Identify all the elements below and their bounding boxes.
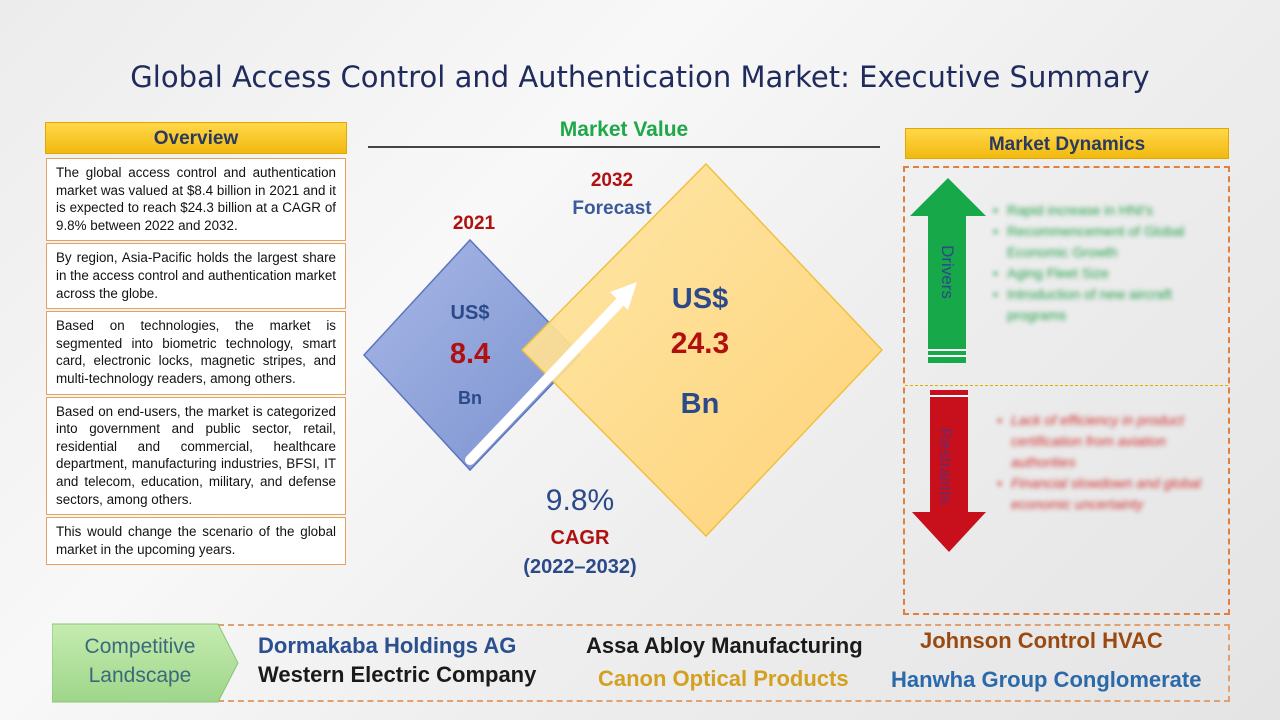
overview-list: The global access control and authentica… — [46, 158, 346, 567]
drivers-label: Drivers — [938, 245, 957, 299]
overview-item: This would change the scenario of the gl… — [46, 517, 346, 566]
market-value-diamonds — [362, 162, 884, 538]
restraints-list: Lack of efficiency in product certificat… — [997, 410, 1212, 515]
cagr-label: CAGR — [550, 527, 610, 549]
cl-label-line1: Competitive — [84, 635, 196, 658]
company-name: Canon Optical Products — [598, 666, 849, 691]
overview-item: By region, Asia-Pacific holds the larges… — [46, 243, 346, 310]
overview-item: Based on technologies, the market is seg… — [46, 311, 346, 395]
company-name: Hanwha Group Conglomerate — [891, 667, 1202, 692]
forecast-label: Forecast — [572, 198, 652, 219]
driver-item: Recommencement of Global Economic Growth — [993, 221, 1213, 263]
diamond-2032 — [520, 162, 884, 538]
page-title: Global Access Control and Authentication… — [130, 60, 1150, 94]
market-value-heading: Market Value — [559, 118, 689, 141]
driver-item: Rapid increase in HNI's — [993, 200, 1213, 221]
year-2021: 2021 — [452, 213, 496, 234]
driver-item: Aging Fleet Size — [993, 263, 1213, 284]
diamond-2021 — [362, 238, 582, 472]
company-name: Dormakaba Holdings AG — [258, 633, 517, 658]
competitive-landscape-tag — [52, 623, 239, 703]
company-name: Assa Abloy Manufacturing — [586, 633, 863, 658]
company-name: Johnson Control HVAC — [920, 628, 1163, 653]
cagr-period: (2022–2032) — [523, 556, 637, 578]
unit-2021: Bn — [458, 388, 482, 408]
restraint-item: Financial slowdown and global economic u… — [997, 473, 1212, 515]
cagr-value: 9.8% — [545, 484, 615, 517]
dynamics-divider — [905, 385, 1228, 386]
driver-item: Introduction of new aircraft programs — [993, 284, 1213, 326]
overview-heading: Overview — [45, 122, 347, 154]
overview-item: The global access control and authentica… — [46, 158, 346, 242]
currency-2032: US$ — [671, 283, 729, 315]
growth-arrow-shaft — [465, 295, 627, 465]
value-2032: 24.3 — [670, 327, 730, 360]
year-2032: 2032 — [590, 170, 634, 191]
company-name: Western Electric Company — [258, 662, 537, 687]
restraint-item: Lack of efficiency in product certificat… — [997, 410, 1212, 473]
market-value-divider — [368, 146, 880, 148]
currency-2021: US$ — [450, 302, 490, 324]
restraints-down-arrow-icon — [912, 390, 986, 552]
restraints-label: Restraints — [936, 427, 955, 505]
drivers-up-arrow-icon — [910, 178, 986, 363]
competitive-landscape-label: Competitive Landscape — [60, 632, 220, 690]
value-2021: 8.4 — [449, 338, 491, 370]
cl-label-line2: Landscape — [88, 664, 192, 687]
growth-arrow-head — [610, 282, 637, 310]
unit-2032: Bn — [680, 388, 720, 420]
market-dynamics-heading: Market Dynamics — [905, 128, 1229, 159]
overview-item: Based on end-users, the market is catego… — [46, 396, 346, 516]
drivers-list: Rapid increase in HNI's Recommencement o… — [993, 200, 1213, 326]
market-dynamics-box — [903, 166, 1230, 615]
